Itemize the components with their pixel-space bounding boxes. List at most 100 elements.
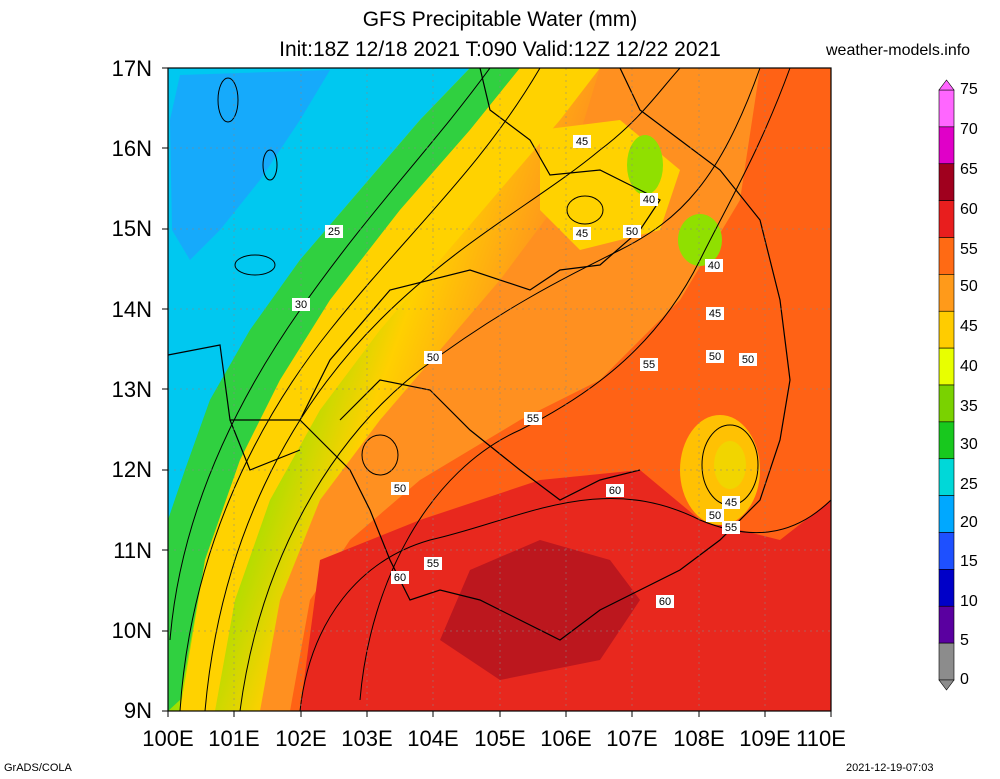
contour-label: 50 <box>739 353 757 366</box>
colorbar-label: 45 <box>960 318 978 335</box>
svg-text:45: 45 <box>709 308 721 320</box>
contour-label: 50 <box>623 225 641 238</box>
lat-label: 12N <box>111 457 152 482</box>
svg-text:55: 55 <box>725 522 737 534</box>
svg-text:50: 50 <box>742 354 754 366</box>
colorbar-label: 55 <box>960 241 978 258</box>
svg-text:50: 50 <box>626 226 638 238</box>
svg-text:40: 40 <box>708 260 720 272</box>
border-line <box>339 379 641 501</box>
lat-label: 16N <box>111 136 152 161</box>
green-pocket-1 <box>627 135 663 195</box>
colorbar-label: 25 <box>960 476 978 493</box>
colorbar-label: 40 <box>960 358 978 375</box>
svg-text:55: 55 <box>643 359 655 371</box>
svg-text:40: 40 <box>643 194 655 206</box>
contour-label: 30 <box>292 298 310 311</box>
credit-label: GrADS/COLA <box>4 762 72 774</box>
svg-text:25: 25 <box>328 226 340 238</box>
svg-text:60: 60 <box>659 596 671 608</box>
contour-label: 55 <box>424 557 442 570</box>
very-dry-core <box>170 70 330 260</box>
contour-line <box>299 498 831 711</box>
lon-label: 109E <box>739 726 791 751</box>
colorbar-label: 0 <box>960 671 969 688</box>
svg-text:50: 50 <box>394 483 406 495</box>
contour-label: 60 <box>606 484 624 497</box>
contour-label: 50 <box>424 351 442 364</box>
contour-label: 45 <box>722 496 740 509</box>
svg-text:50: 50 <box>709 510 721 522</box>
svg-text:55: 55 <box>527 413 539 425</box>
contour-label: 50 <box>706 350 724 363</box>
contour-label: 45 <box>573 227 591 240</box>
svg-text:45: 45 <box>725 497 737 509</box>
lon-label: 103E <box>341 726 393 751</box>
contour-line <box>179 68 541 711</box>
contour-line <box>361 434 399 476</box>
chart-title: GFS Precipitable Water (mm) <box>362 8 638 31</box>
contour-label: 50 <box>391 482 409 495</box>
site-label: weather-models.info <box>826 42 971 59</box>
colorbar-label: 10 <box>960 593 978 610</box>
green-pocket-2 <box>678 214 722 266</box>
svg-text:60: 60 <box>394 572 406 584</box>
lat-label: 9N <box>123 698 152 723</box>
lon-label: 106E <box>540 726 592 751</box>
green-band <box>168 68 520 711</box>
lon-label: 107E <box>606 726 658 751</box>
yellow-band <box>180 68 600 711</box>
svg-text:60: 60 <box>609 485 621 497</box>
svg-text:50: 50 <box>427 352 439 364</box>
contour-line <box>204 68 681 711</box>
colorbar-label: 20 <box>960 514 978 531</box>
contour-line <box>566 195 604 225</box>
contour-label: 55 <box>524 412 542 425</box>
contour-label: 60 <box>391 571 409 584</box>
contour-line <box>234 254 276 276</box>
lon-label: 102E <box>275 726 327 751</box>
contour-label: 25 <box>325 225 343 238</box>
lat-label: 13N <box>111 377 152 402</box>
colorbar-label: 70 <box>960 121 978 138</box>
contour-label: 55 <box>640 358 658 371</box>
lat-label: 14N <box>111 297 152 322</box>
contour-line <box>239 68 761 711</box>
lat-label: 15N <box>111 216 152 241</box>
contour-label: 45 <box>706 307 724 320</box>
contour-line <box>262 149 278 181</box>
colorbar-label: 50 <box>960 278 978 295</box>
colorbar-label: 30 <box>960 436 978 453</box>
timestamp-label: 2021-12-19-07:03 <box>846 762 934 774</box>
colorbar-label: 5 <box>960 632 969 649</box>
colorbar-label: 35 <box>960 398 978 415</box>
lon-label: 110E <box>796 726 846 751</box>
dark-red-core <box>440 540 640 680</box>
contour-label: 45 <box>573 135 591 148</box>
contour-label: 40 <box>705 259 723 272</box>
colorbar-label: 65 <box>960 161 978 178</box>
contour-label: 40 <box>640 193 658 206</box>
chart-subtitle: Init:18Z 12/18 2021 T:090 Valid:12Z 12/2… <box>279 38 721 61</box>
lat-label: 17N <box>111 56 152 81</box>
colorbar-label: 75 <box>960 81 978 98</box>
svg-text:45: 45 <box>576 228 588 240</box>
contour-line <box>217 77 239 123</box>
border-line <box>229 419 301 471</box>
colorbar-label: 15 <box>960 553 978 570</box>
lon-label: 104E <box>407 726 459 751</box>
lon-label: 101E <box>208 726 260 751</box>
contour-label: 60 <box>656 595 674 608</box>
colorbar-label: 60 <box>960 201 978 218</box>
lat-label: 11N <box>113 538 152 563</box>
contour-label: 55 <box>722 521 740 534</box>
lon-label: 105E <box>474 726 526 751</box>
contour-label: 50 <box>706 509 724 522</box>
lon-label: 108E <box>673 726 725 751</box>
lon-label: 100E <box>142 726 194 751</box>
lat-label: 10N <box>111 618 152 643</box>
svg-text:45: 45 <box>576 136 588 148</box>
svg-text:30: 30 <box>295 299 307 311</box>
svg-text:55: 55 <box>427 558 439 570</box>
